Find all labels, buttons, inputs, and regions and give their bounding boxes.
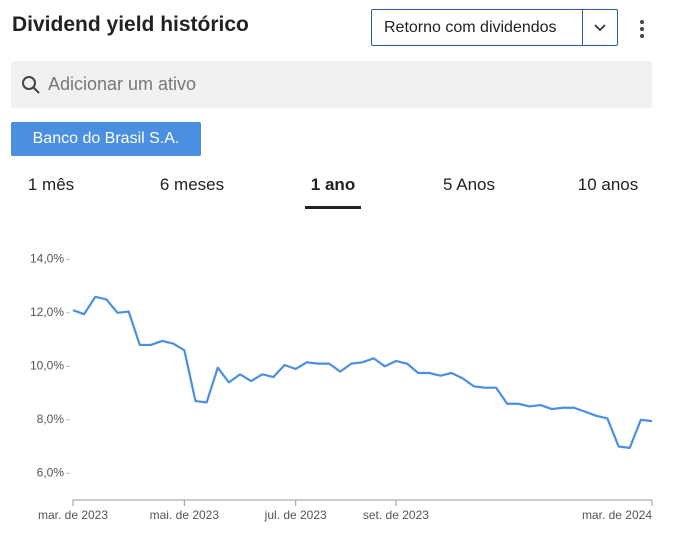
y-tick-label: 10,0% bbox=[30, 358, 64, 372]
separator bbox=[582, 10, 583, 45]
dropdown-label: Retorno com dividendos bbox=[384, 19, 557, 36]
tab[interactable]: 1 mês bbox=[27, 175, 75, 194]
dropdown[interactable]: Retorno com dividendos bbox=[371, 9, 618, 46]
title: Dividend yield histórico bbox=[12, 13, 249, 36]
tab[interactable]: 10 anos bbox=[577, 175, 639, 194]
y-tick-label: 8,0% bbox=[37, 412, 65, 426]
x-tick-label: mar. de 2024 bbox=[582, 508, 652, 522]
x-tick-label: jul. de 2023 bbox=[264, 508, 327, 522]
y-tick-label: 14,0% bbox=[30, 252, 64, 266]
x-tick-label: set. de 2023 bbox=[363, 508, 429, 522]
tab[interactable]: 6 meses bbox=[159, 175, 225, 194]
more-menu[interactable] bbox=[636, 18, 648, 40]
chart: 6,0% 8,0% 10,0% 12,0% 14,0% mar. de 2023 mai. … bbox=[30, 252, 653, 522]
chevron bbox=[594, 24, 606, 32]
asset-chip[interactable]: Banco do Brasil S.A. bbox=[11, 122, 201, 156]
y-tick-label: 12,0% bbox=[30, 305, 64, 319]
line bbox=[72, 295, 653, 449]
tab-underline bbox=[305, 206, 361, 209]
search-placeholder: Adicionar um ativo bbox=[48, 74, 197, 94]
tab[interactable]: 1 ano bbox=[310, 175, 356, 194]
search-box[interactable]: Adicionar um ativo bbox=[11, 61, 652, 108]
tab[interactable]: 5 Anos bbox=[443, 175, 495, 194]
x-tick-label: mai. de 2023 bbox=[150, 508, 220, 522]
search-icon bbox=[22, 76, 40, 94]
x-tick-label: mar. de 2023 bbox=[38, 508, 108, 522]
y-tick-label: 6,0% bbox=[37, 465, 65, 479]
